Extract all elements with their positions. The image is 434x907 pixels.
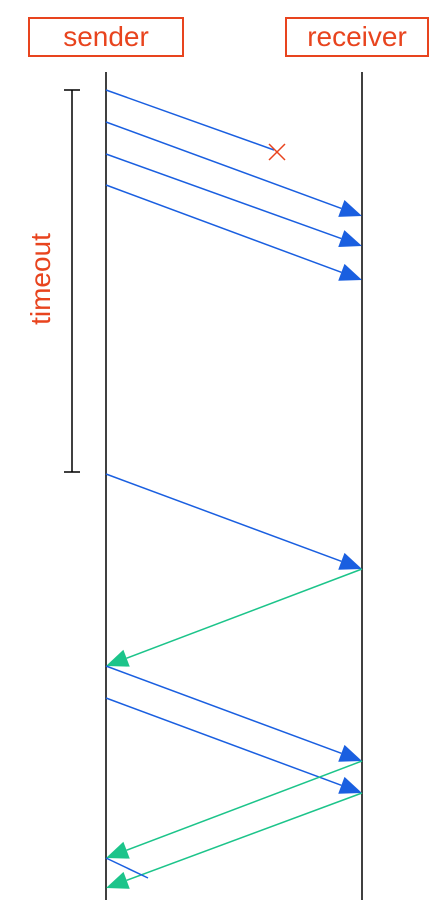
- data-packet-arrow-head: [338, 199, 362, 217]
- ack-arrow-line: [126, 792, 363, 882]
- data-packet-arrow-line: [105, 121, 342, 210]
- data-packet-arrow-head: [338, 776, 362, 794]
- data-packet-arrow-head: [338, 744, 362, 762]
- data-packet-arrow-line: [105, 184, 342, 274]
- lost-packet-line: [105, 89, 275, 151]
- data-packet-arrow-head: [338, 263, 362, 281]
- sender-label: sender: [63, 21, 149, 52]
- loss-x-marker: [268, 143, 286, 161]
- ack-arrow-head: [106, 841, 130, 859]
- data-packet-arrow-line: [105, 665, 342, 755]
- receiver-label-box: receiver: [285, 17, 429, 57]
- data-packet-arrow-head: [338, 230, 362, 248]
- data-packet-arrow-line: [105, 697, 342, 787]
- data-packet-arrow-head: [338, 552, 362, 570]
- ack-arrow-head: [106, 871, 130, 889]
- ack-arrow-line: [126, 760, 363, 851]
- sender-label-box: sender: [28, 17, 184, 57]
- message-arrows: [105, 121, 363, 889]
- partial-packet-line: [105, 857, 149, 879]
- ack-arrow-head: [106, 649, 130, 667]
- timeout-bracket: [64, 89, 80, 473]
- receiver-label: receiver: [307, 21, 407, 52]
- ack-arrow-line: [126, 568, 363, 659]
- data-packet-arrow-line: [105, 473, 342, 563]
- data-packet-arrow-line: [105, 153, 342, 240]
